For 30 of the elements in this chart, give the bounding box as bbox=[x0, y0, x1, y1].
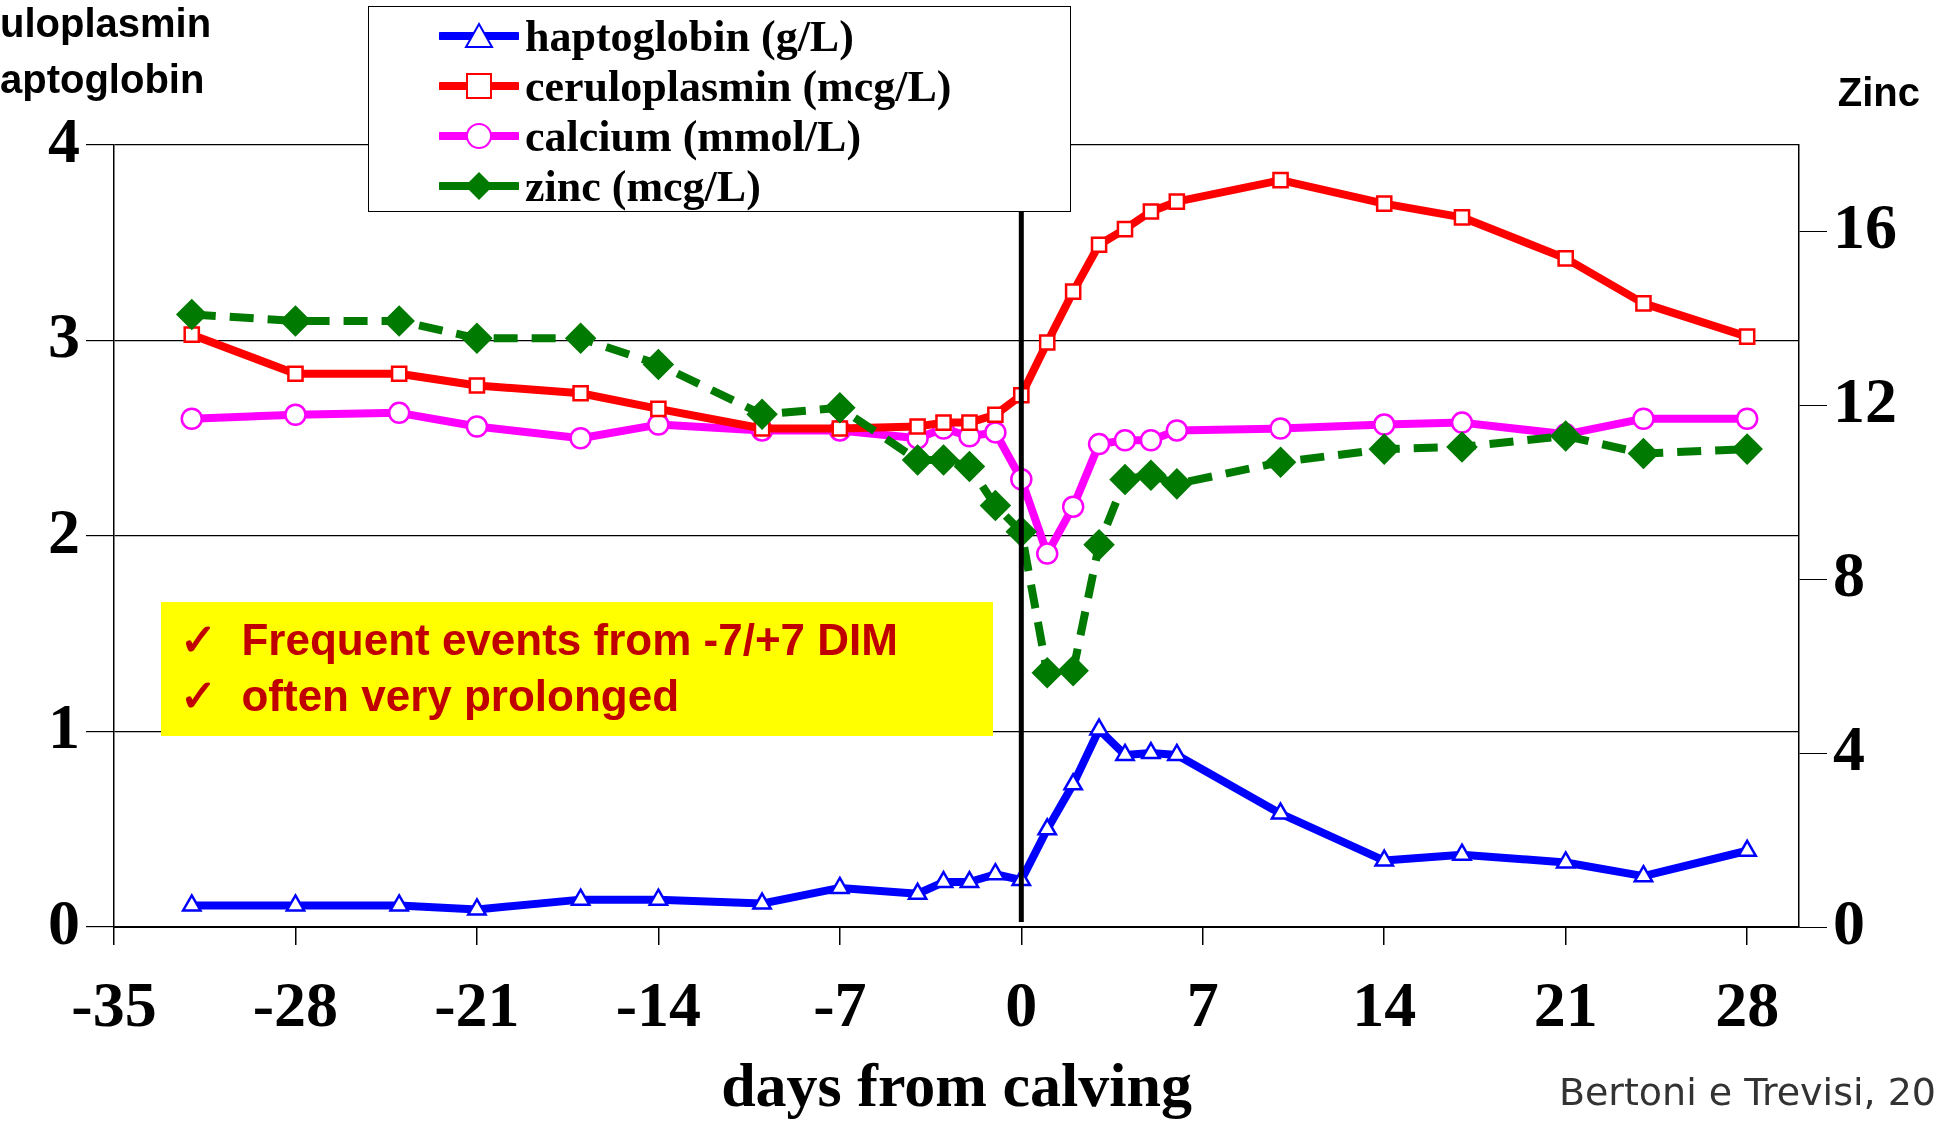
annotation: ✓ often very prolonged bbox=[180, 671, 680, 721]
y2-tick-label: 0 bbox=[1833, 886, 1865, 958]
x-tick-label: -7 bbox=[813, 968, 867, 1040]
y2-tick-label: 16 bbox=[1833, 191, 1897, 263]
x-tick-label: -28 bbox=[252, 968, 339, 1040]
y-tick-label: 0 bbox=[48, 886, 80, 958]
x-tick-label: 14 bbox=[1352, 968, 1417, 1040]
y-axis-title: uloplasmin aptoglobin bbox=[0, 1, 212, 102]
x-tick-label: 7 bbox=[1186, 968, 1219, 1040]
legend-label: calcium (mmol/L) bbox=[525, 111, 862, 162]
x-tick-label: 21 bbox=[1533, 968, 1598, 1040]
annotation: ✓ Frequent events from -7/+7 DIM bbox=[180, 615, 898, 665]
legend-label: ceruloplasmin (mcg/L) bbox=[525, 60, 952, 112]
legend-label: haptoglobin (g/L) bbox=[525, 10, 854, 62]
x-tick-label: -14 bbox=[615, 968, 702, 1040]
x-tick-label: -21 bbox=[434, 968, 520, 1040]
y2-tick-label: 12 bbox=[1833, 365, 1897, 437]
y2-tick-label: 4 bbox=[1833, 712, 1865, 784]
y2-axis-title: Zinc bbox=[1837, 70, 1920, 115]
y-tick-label: 2 bbox=[48, 495, 80, 567]
x-tick-label: -35 bbox=[71, 968, 157, 1040]
legend-label: zinc (mcg/L) bbox=[525, 161, 761, 212]
y-tick-label: 4 bbox=[48, 104, 80, 176]
text: Bertoni e Trevisi, 20 bbox=[1558, 1069, 1936, 1114]
x-tick-label: 0 bbox=[1005, 968, 1038, 1040]
x-tick-label: 28 bbox=[1715, 968, 1780, 1040]
y-tick-label: 3 bbox=[48, 300, 80, 372]
x-axis-title: days from calving bbox=[721, 1050, 1192, 1119]
y-tick-label: 1 bbox=[48, 691, 80, 763]
y2-tick-label: 8 bbox=[1833, 538, 1865, 610]
